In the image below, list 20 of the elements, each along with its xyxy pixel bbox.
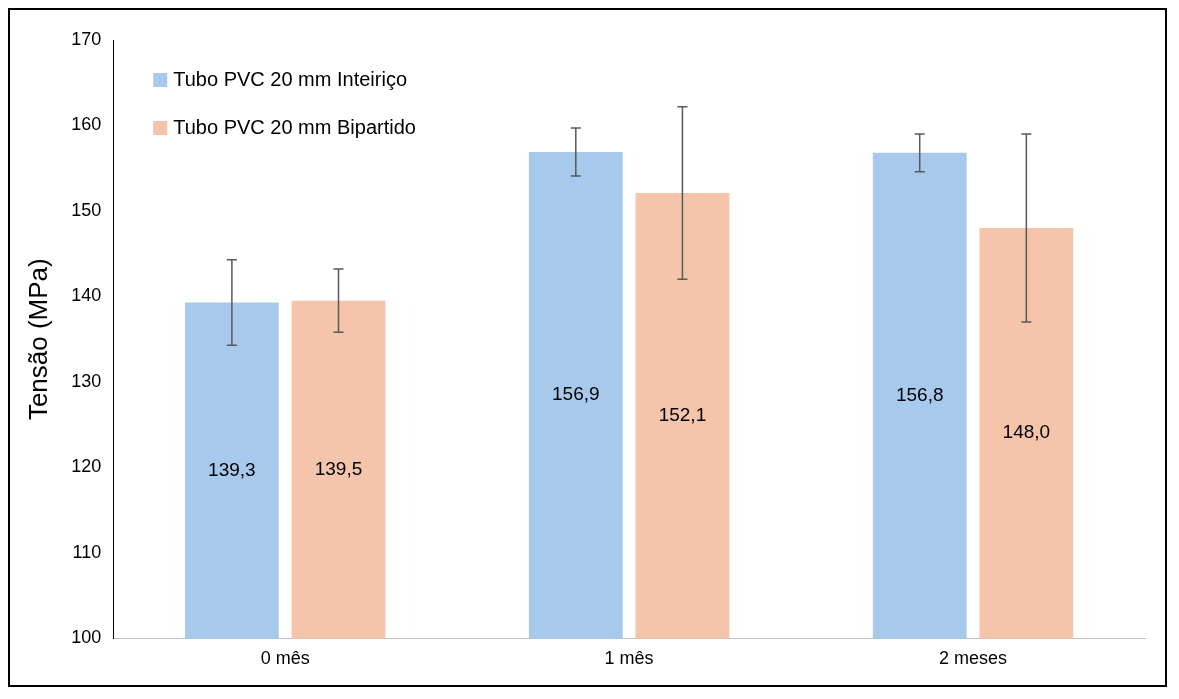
x-tick-label: 0 mês	[260, 648, 310, 669]
y-tick-label: 160	[71, 114, 102, 135]
y-tick-label: 150	[71, 199, 102, 220]
x-tick-label: 2 meses	[939, 648, 1008, 669]
y-tick-label: 170	[71, 28, 102, 49]
y-tick-label: 100	[71, 627, 102, 648]
data-label: 139,3	[208, 458, 256, 480]
data-label: 148,0	[1002, 421, 1051, 443]
y-tick-label: 110	[72, 541, 102, 562]
legend-label: Tubo PVC 20 mm Bipartido	[173, 115, 416, 138]
data-label: 156,8	[895, 383, 944, 405]
data-label: 156,9	[552, 383, 600, 405]
y-axis-title: Tensão (MPa)	[22, 258, 53, 421]
x-tick-label: 1 mês	[604, 648, 654, 669]
y-tick-label: 130	[71, 370, 102, 391]
data-label: 152,1	[658, 403, 707, 425]
y-tick-label: 140	[71, 285, 102, 306]
legend-label: Tubo PVC 20 mm Inteiriço	[173, 67, 408, 90]
data-label: 139,5	[314, 457, 363, 479]
y-tick-label: 120	[71, 456, 102, 477]
